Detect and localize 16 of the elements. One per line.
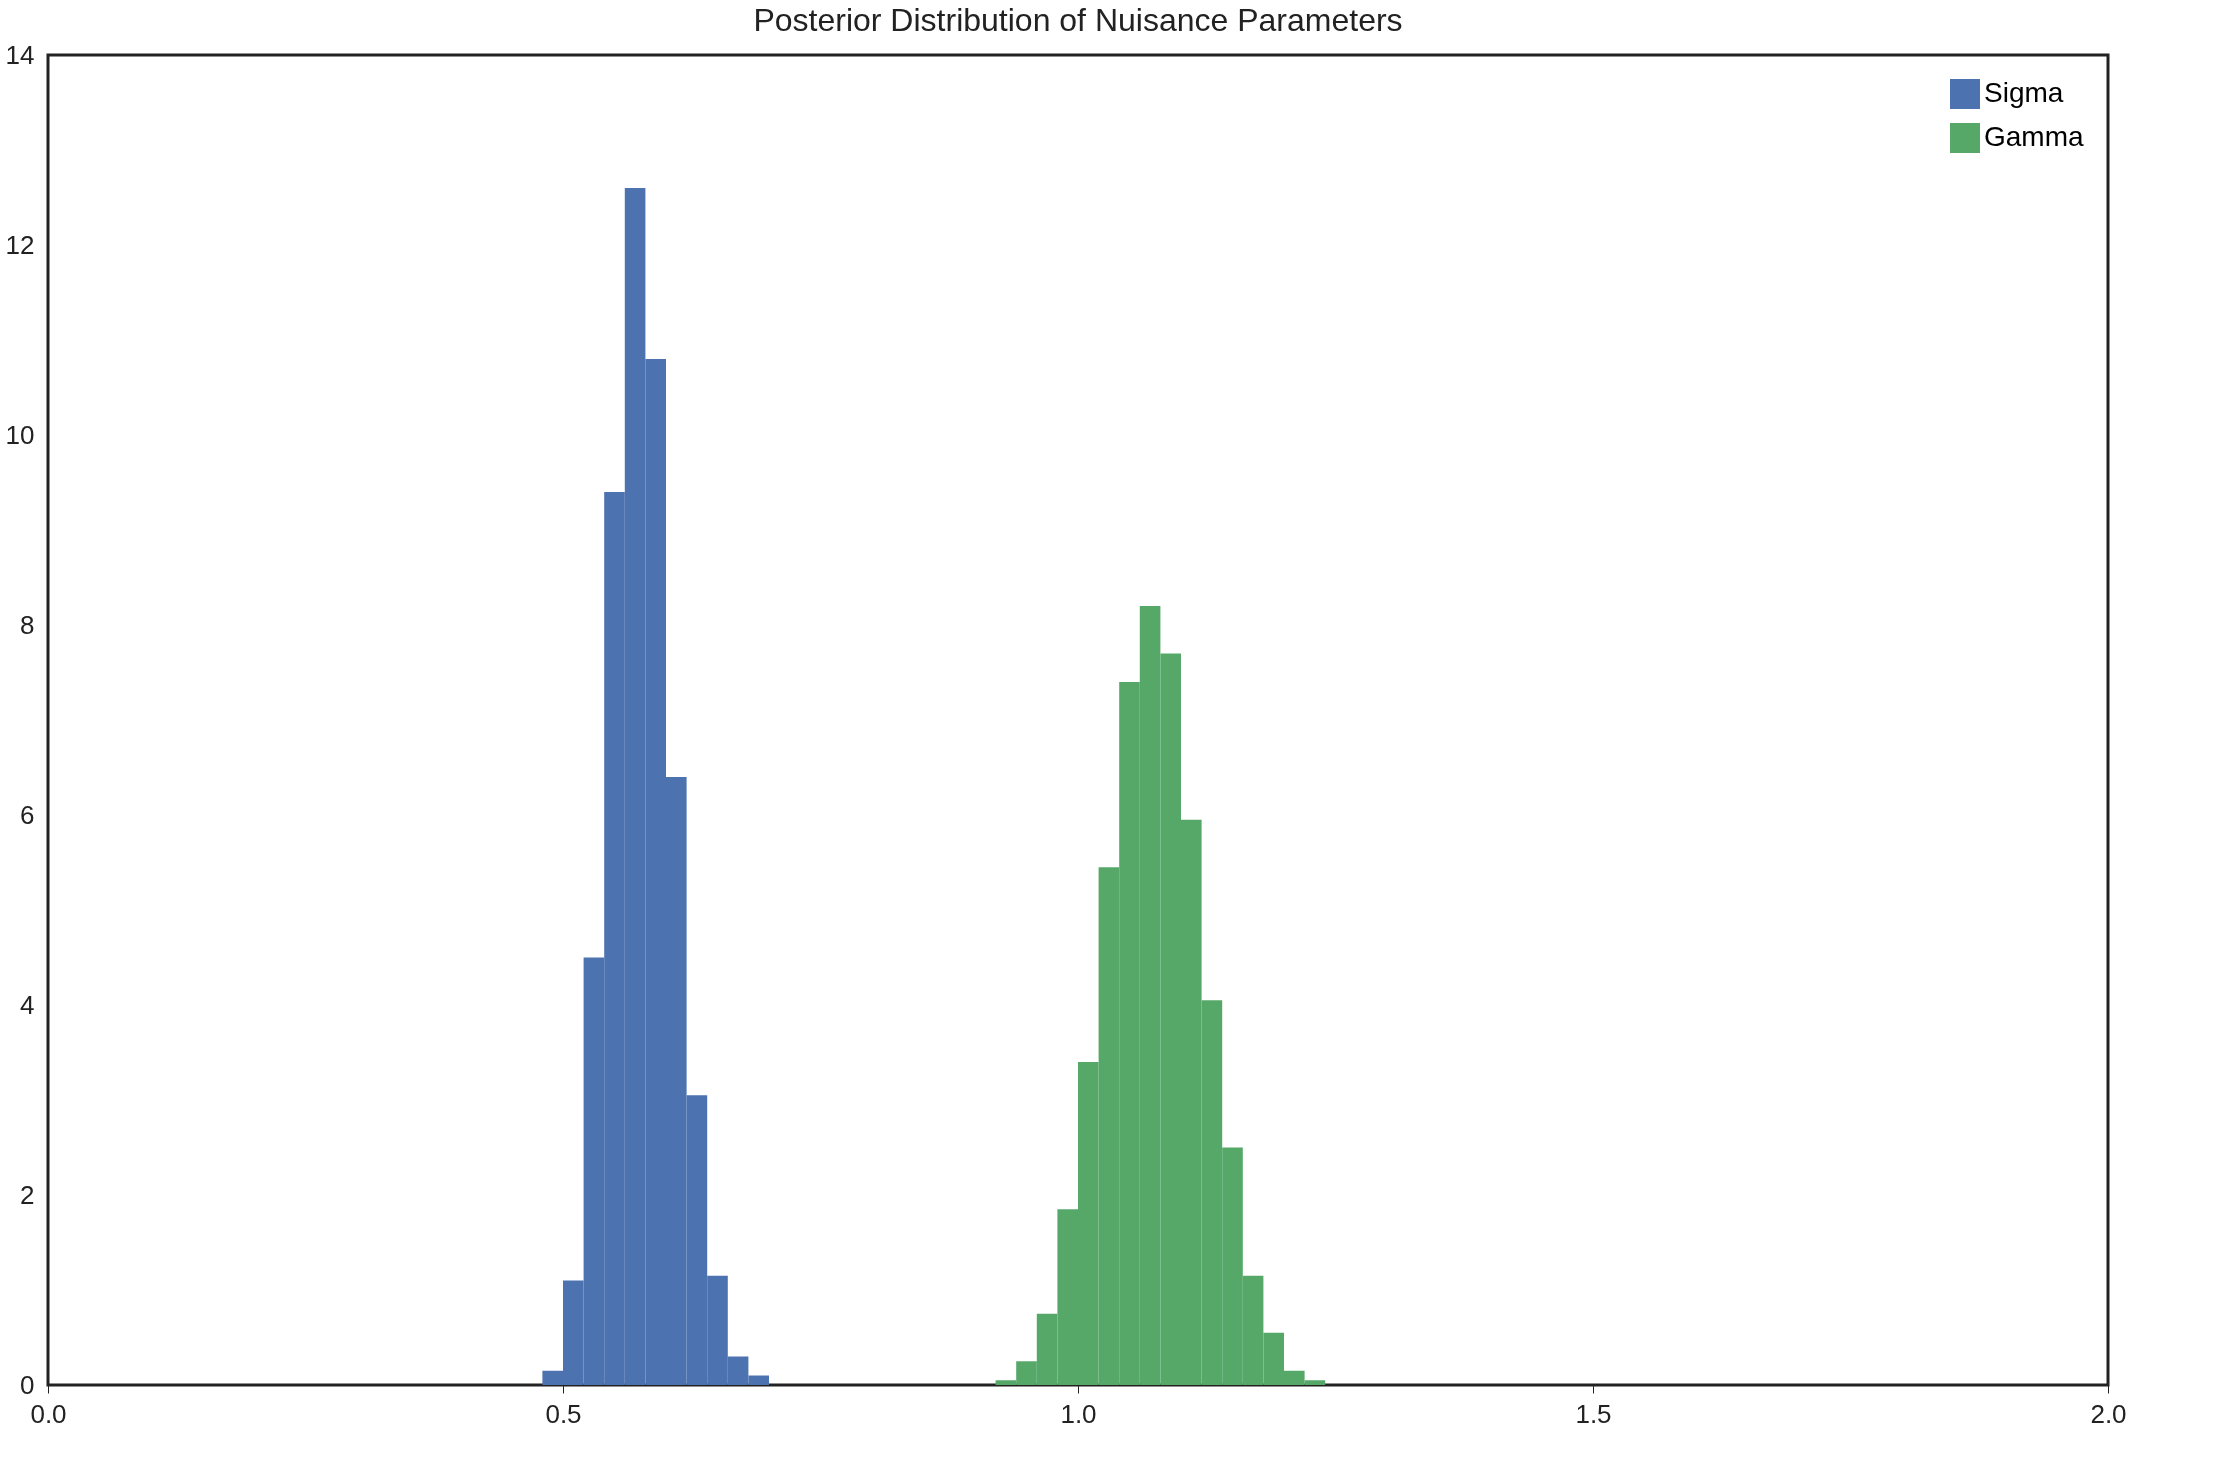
legend-label: Sigma xyxy=(1984,77,2064,108)
x-tick-label: 2.0 xyxy=(2090,1398,2127,1429)
x-tick-label: 1.5 xyxy=(1575,1398,1612,1429)
y-tick-label: 12 xyxy=(5,229,35,260)
chart-title: Posterior Distribution of Nuisance Parameters xyxy=(753,2,1403,38)
y-tick-label: 2 xyxy=(20,1179,35,1210)
legend-label: Gamma xyxy=(1984,121,2084,152)
y-tick-label: 10 xyxy=(5,419,35,450)
y-tick-label: 6 xyxy=(20,799,35,830)
y-tick-label: 8 xyxy=(20,609,35,640)
x-tick-label: 1.0 xyxy=(1060,1398,1097,1429)
y-tick-label: 14 xyxy=(5,39,35,70)
y-tick-label: 0 xyxy=(20,1369,35,1400)
y-tick-label: 4 xyxy=(20,989,35,1020)
x-tick-label: 0.5 xyxy=(545,1398,582,1429)
x-tick-label: 0.0 xyxy=(30,1398,67,1429)
